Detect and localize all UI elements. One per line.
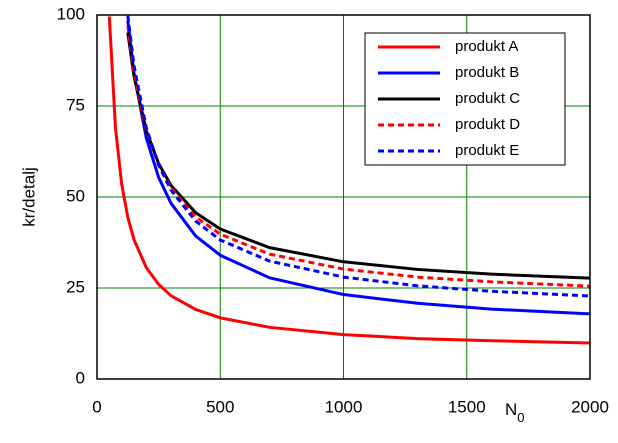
x-tick-label: 2000 bbox=[571, 397, 609, 416]
x-axis-label: N0 bbox=[505, 400, 525, 425]
y-tick-label: 100 bbox=[57, 4, 85, 23]
x-tick-label: 1500 bbox=[448, 397, 486, 416]
x-axis-label-sub: 0 bbox=[517, 410, 524, 425]
x-tick-label: 500 bbox=[206, 397, 234, 416]
lines bbox=[107, 15, 590, 345]
x-axis-label-main: N bbox=[505, 400, 517, 419]
legend-label: produkt D bbox=[455, 116, 520, 133]
legend-label: produkt E bbox=[455, 142, 519, 159]
legend-label: produkt C bbox=[455, 90, 520, 107]
data-line bbox=[126, 32, 590, 280]
y-tick-label: 25 bbox=[66, 277, 85, 296]
y-tick-label: 0 bbox=[76, 368, 85, 387]
data-line bbox=[107, 16, 590, 345]
legend: produkt A produkt B produkt C produkt D prod… bbox=[364, 32, 566, 166]
x-tick-label: 1000 bbox=[325, 397, 363, 416]
x-tick-label: 0 bbox=[92, 397, 101, 416]
data-line bbox=[126, 15, 590, 298]
y-axis-label: kr/detalj bbox=[19, 167, 38, 227]
legend-label: produkt B bbox=[455, 64, 519, 81]
y-tick-label: 50 bbox=[66, 186, 85, 205]
plot-frame bbox=[96, 14, 591, 380]
y-tick-label: 75 bbox=[66, 95, 85, 114]
legend-label: produkt A bbox=[455, 38, 518, 55]
